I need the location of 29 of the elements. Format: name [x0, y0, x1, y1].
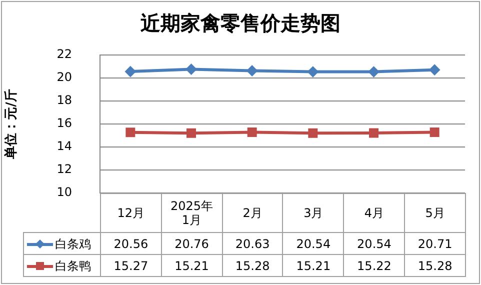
y-tick-label: 10 [56, 185, 72, 200]
data-label: 15.28 [222, 254, 283, 276]
data-label: 15.21 [282, 254, 344, 276]
y-tick-label: 22 [56, 47, 72, 62]
data-label: 20.76 [161, 232, 222, 254]
y-tick-label: 20 [56, 70, 72, 84]
x-tick-label: 3月 [282, 194, 344, 232]
chart-title: 近期家禽零售价走势图 [140, 10, 342, 37]
data-label: 20.54 [282, 232, 344, 254]
legend-label: 白条鸭 [55, 258, 91, 272]
data-label: 20.54 [344, 232, 405, 254]
data-label: 20.71 [404, 232, 466, 254]
x-tick-label: 12月 [100, 194, 162, 232]
y-axis-title: 单位：元/斤 [3, 89, 20, 160]
legend-label: 白条鸡 [55, 236, 91, 250]
data-label: 15.27 [100, 254, 162, 276]
data-label: 20.63 [222, 232, 283, 254]
y-tick-label: 14 [56, 139, 72, 154]
x-tick-label: 5月 [404, 194, 466, 232]
x-tick-label: 4月 [344, 194, 405, 232]
y-tick-label: 18 [56, 93, 72, 108]
y-tick-label: 16 [56, 116, 72, 130]
data-label: 15.21 [161, 254, 222, 276]
x-tick-label: 2月 [222, 194, 283, 232]
data-label: 15.22 [344, 254, 405, 276]
x-tick-label: 2025年1月 [161, 194, 222, 232]
y-tick-label: 12 [56, 162, 72, 176]
data-label: 20.56 [100, 232, 162, 254]
data-label: 15.28 [404, 254, 466, 276]
